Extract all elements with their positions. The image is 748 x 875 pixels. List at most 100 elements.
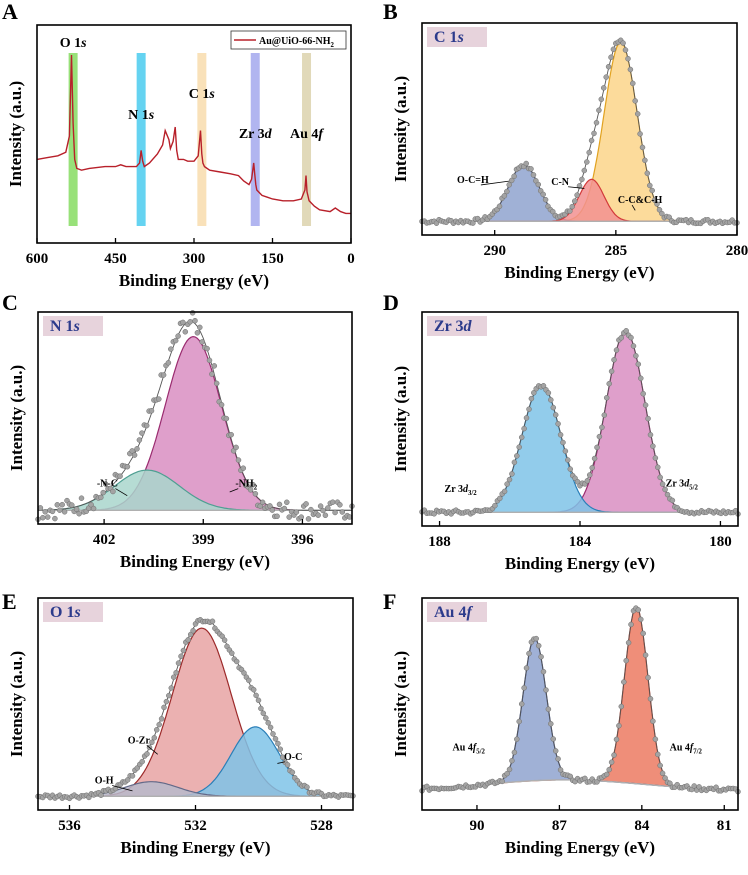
data-point [523, 160, 529, 167]
x-axis-label: Binding Energy (eV) [505, 554, 655, 573]
peak-label-leader [277, 761, 286, 764]
data-point [599, 424, 605, 431]
data-point [565, 457, 571, 463]
panel-title: Zr 3d [427, 316, 487, 336]
data-point [600, 85, 607, 91]
peak-label: Zr 3d3/2 [445, 484, 478, 497]
data-point [44, 514, 51, 520]
data-point [139, 758, 145, 765]
data-point [540, 191, 546, 198]
data-point [246, 677, 252, 684]
x-tick-label: 528 [310, 818, 333, 834]
peak-band [250, 53, 260, 226]
x-tick-label: 399 [192, 532, 215, 548]
data-point [591, 130, 597, 137]
data-point [124, 463, 131, 470]
data-point [620, 40, 626, 46]
y-axis-label: Intensity (a.u.) [391, 651, 410, 757]
data-point [161, 704, 167, 711]
data-point [117, 473, 123, 479]
peak-label: O-C [284, 752, 302, 763]
component-fill [38, 781, 353, 797]
data-point [608, 368, 615, 375]
data-point [647, 182, 653, 189]
data-point [88, 501, 94, 508]
peak-annotation: C 1s [189, 87, 216, 102]
data-point [303, 501, 309, 507]
data-point [557, 432, 564, 438]
data-point [523, 415, 530, 421]
data-point [98, 792, 104, 798]
panel-title-box [43, 316, 103, 336]
data-point [501, 488, 508, 495]
data-point [581, 167, 588, 174]
peak-annotation: Au 4f [290, 127, 324, 142]
data-point [156, 721, 162, 728]
data-point [52, 515, 58, 522]
panel-title-text: O 1s [50, 604, 81, 621]
data-point [593, 119, 600, 126]
peak-label-leader [115, 488, 128, 497]
data-point [102, 481, 109, 487]
data-point [550, 404, 557, 411]
data-point [594, 444, 600, 451]
data-point [267, 724, 274, 731]
data-point [548, 721, 554, 727]
data-point [543, 687, 549, 693]
data-point [305, 516, 312, 522]
data-point [557, 767, 564, 773]
x-tick-label: 188 [428, 534, 451, 550]
peak-label: C-C&C-H [618, 195, 663, 206]
peak-label: -N-C [97, 479, 118, 490]
data-point [221, 637, 228, 643]
data-point [247, 487, 254, 493]
panel-title-box [43, 602, 103, 622]
fit-envelope [421, 606, 738, 791]
data-point [317, 503, 324, 509]
data-point [175, 660, 182, 666]
x-tick-label: 184 [569, 534, 592, 550]
plot-frame [421, 22, 738, 236]
data-point [504, 481, 510, 487]
peak-label-leader [568, 186, 585, 189]
data-point [530, 172, 537, 178]
data-point [630, 80, 636, 87]
data-point [613, 347, 620, 353]
data-point [499, 778, 505, 785]
x-tick-label: 290 [483, 243, 506, 259]
data-point [241, 670, 247, 676]
panel-title-text: N 1s [50, 318, 80, 335]
component-fill [38, 628, 353, 797]
y-axis-label: Intensity (a.u.) [6, 81, 25, 187]
data-point [168, 685, 175, 691]
data-point [235, 457, 242, 463]
data-point [492, 502, 498, 509]
data-point [538, 654, 544, 660]
component-fill [38, 336, 352, 511]
data-point [329, 499, 336, 505]
y-axis-label: Intensity (a.u.) [7, 365, 26, 471]
data-point [497, 495, 503, 502]
x-tick-label: 84 [634, 818, 650, 834]
data-point [182, 329, 189, 335]
peak-band [197, 53, 207, 226]
legend-box [230, 30, 347, 50]
data-point [618, 335, 625, 341]
data-point [623, 657, 629, 664]
data-point [518, 434, 525, 441]
data-point [197, 324, 203, 331]
data-point [240, 465, 247, 471]
data-point [286, 514, 292, 520]
component-fill [422, 606, 738, 790]
data-point [608, 54, 614, 61]
data-point [635, 607, 642, 613]
data-point [129, 773, 136, 779]
data-point [610, 46, 617, 53]
data-point [504, 770, 510, 777]
data-point [274, 513, 280, 520]
data-point [526, 650, 532, 657]
data-point [622, 47, 629, 53]
x-tick-label: 450 [104, 251, 127, 267]
data-point [211, 363, 218, 369]
data-point [652, 736, 659, 742]
